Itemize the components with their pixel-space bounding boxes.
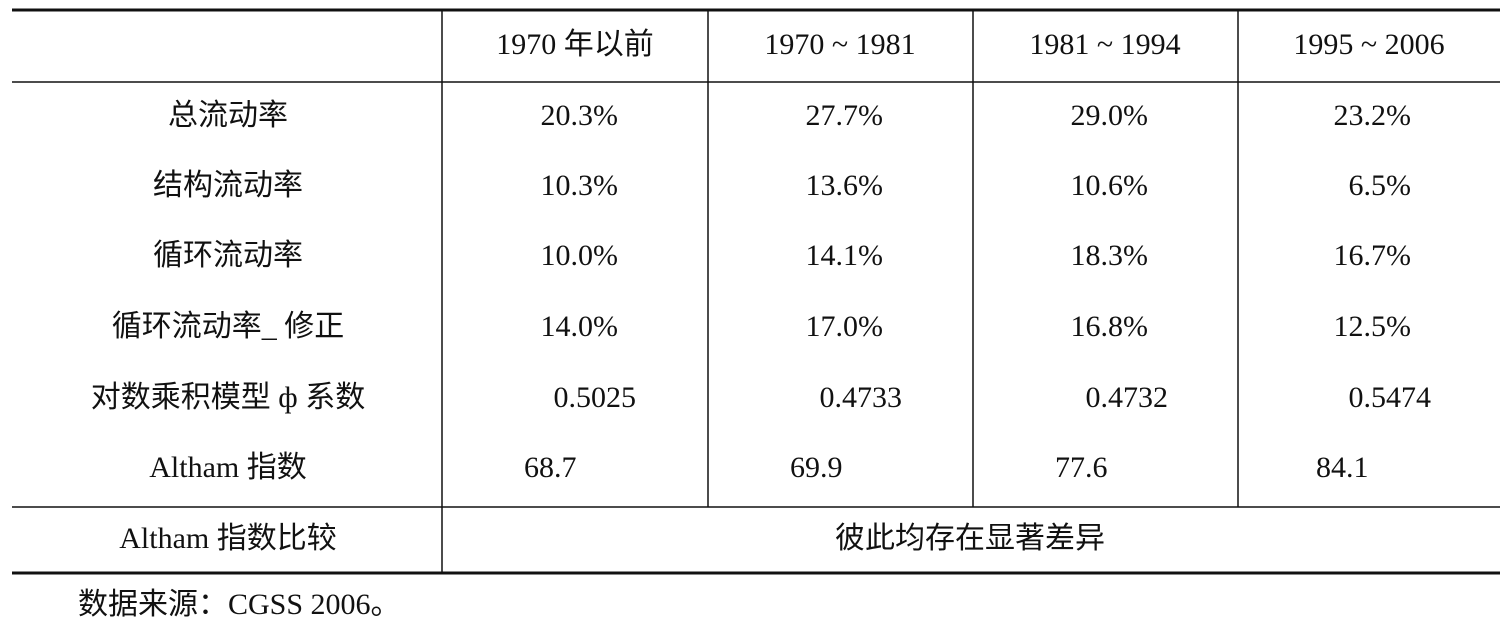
cell-value: 18.3% — [1071, 239, 1149, 272]
cell-value: 0.4732 — [1086, 381, 1169, 414]
cell-value: 0.5025 — [554, 381, 637, 414]
cell-value: 68.7 — [524, 451, 577, 484]
cell-value: 20.3% — [541, 99, 619, 132]
cell-value: 10.0% — [541, 239, 619, 272]
cell-value: 14.0% — [541, 310, 619, 343]
summary-text: 彼此均存在显著差异 — [835, 522, 1105, 555]
cell-value: 77.6 — [1055, 451, 1108, 484]
cell-value: 0.4733 — [820, 381, 903, 414]
row-label: Altham 指数 — [149, 451, 307, 484]
cell-value: 23.2% — [1334, 99, 1412, 132]
cell-value: 69.9 — [790, 451, 843, 484]
cell-value: 84.1 — [1316, 451, 1369, 484]
column-header: 1981 ~ 1994 — [1029, 28, 1180, 61]
cell-value: 6.5% — [1349, 169, 1412, 202]
column-header: 1970 年以前 — [496, 28, 654, 61]
cell-value: 10.3% — [541, 169, 619, 202]
row-label: 总流动率 — [168, 99, 288, 132]
cell-value: 14.1% — [806, 239, 884, 272]
summary-label: Altham 指数比较 — [119, 522, 337, 555]
cell-value: 16.8% — [1071, 310, 1149, 343]
cell-value: 12.5% — [1334, 310, 1412, 343]
row-label: 结构流动率 — [153, 169, 303, 202]
column-header: 1970 ~ 1981 — [764, 28, 915, 61]
row-label: 循环流动率 — [153, 239, 303, 272]
row-label: 对数乘积模型 ф 系数 — [91, 381, 365, 414]
cell-value: 17.0% — [806, 310, 884, 343]
cell-value: 29.0% — [1071, 99, 1149, 132]
row-label: 循环流动率_ 修正 — [112, 310, 345, 343]
source-note: 数据来源：CGSS 2006。 — [78, 588, 401, 621]
cell-value: 0.5474 — [1349, 381, 1432, 414]
cell-value: 13.6% — [806, 169, 884, 202]
cell-value: 27.7% — [806, 99, 884, 132]
column-header: 1995 ~ 2006 — [1293, 28, 1444, 61]
cell-value: 16.7% — [1334, 239, 1412, 272]
cell-value: 10.6% — [1071, 169, 1149, 202]
